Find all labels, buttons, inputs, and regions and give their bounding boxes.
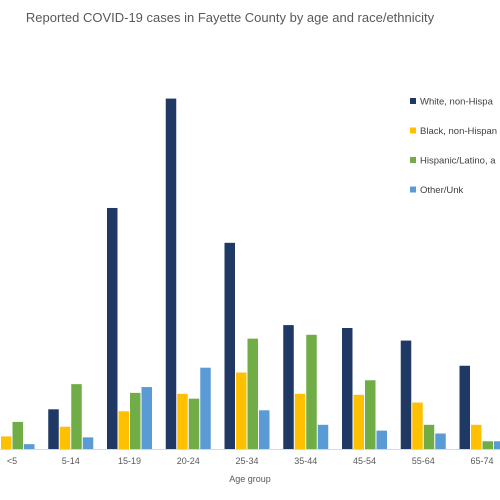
bar-2-7 — [353, 394, 364, 449]
bar-3-6 — [306, 334, 317, 449]
bar-1-7 — [342, 328, 353, 449]
bar-3-2 — [71, 384, 82, 449]
bar-2-8 — [412, 402, 423, 449]
x-tick-label: 25-34 — [235, 456, 258, 466]
bar-2-6 — [294, 393, 306, 449]
x-tick-label: 35-44 — [294, 456, 317, 466]
bar-2-4 — [177, 393, 188, 449]
bar-4-5 — [259, 410, 270, 449]
bar-4-6 — [317, 424, 329, 449]
x-tick-label: 15-19 — [118, 456, 141, 466]
x-tick-label: <5 — [7, 456, 17, 466]
bar-3-7 — [365, 380, 376, 449]
bar-3-8 — [423, 424, 435, 449]
bar-1-4 — [165, 98, 177, 449]
bar-2-9 — [471, 424, 482, 449]
bar-1-8 — [400, 340, 412, 449]
bar-4-3 — [141, 387, 152, 449]
legend-swatch — [410, 98, 416, 104]
bar-group — [1, 98, 500, 449]
legend-label: Black, non-Hispan — [420, 126, 497, 137]
x-tick-label: 65-74 — [470, 456, 493, 466]
legend-label: White, non-Hispa — [420, 97, 494, 108]
x-axis-label: Age group — [229, 474, 271, 484]
chart-title: Reported COVID-19 cases in Fayette Count… — [26, 10, 435, 25]
bar-2-1 — [1, 436, 12, 449]
x-tick-labels: <5 5-14 15-19 20-24 25-34 35-44 45-54 55-64 65-7… — [7, 456, 494, 466]
bar-4-7 — [376, 430, 387, 449]
bar-2-3 — [118, 411, 129, 449]
bar-1-2 — [48, 409, 59, 449]
bar-1-3 — [107, 207, 118, 449]
x-tick-label: 20-24 — [177, 456, 200, 466]
legend-swatch — [410, 157, 416, 163]
bar-3-4 — [188, 398, 200, 449]
bar-1-6 — [283, 325, 294, 449]
bar-4-1 — [24, 444, 35, 449]
bar-4-8 — [435, 433, 446, 449]
bar-3-9 — [482, 441, 493, 449]
bar-2-2 — [59, 426, 71, 449]
bar-4-2 — [82, 437, 94, 449]
legend-swatch — [410, 127, 416, 134]
bar-3-1 — [12, 421, 23, 449]
legend-label: Hispanic/Latino, a — [420, 156, 496, 167]
x-tick-label: 45-54 — [353, 456, 376, 466]
bar-4-4 — [200, 367, 211, 449]
legend-swatch — [410, 186, 416, 193]
legend: White, non-Hispa Black, non-Hispan Hispani… — [410, 97, 497, 196]
bar-2-5 — [236, 372, 247, 449]
bar-1-5 — [224, 242, 235, 449]
bar-1-9 — [459, 365, 470, 449]
bar-3-5 — [247, 338, 258, 449]
x-tick-label: 5-14 — [62, 456, 80, 466]
legend-label: Other/Unk — [420, 185, 464, 196]
bar-3-3 — [130, 392, 141, 449]
x-tick-label: 55-64 — [412, 456, 435, 466]
bar-4-9 — [494, 441, 500, 449]
